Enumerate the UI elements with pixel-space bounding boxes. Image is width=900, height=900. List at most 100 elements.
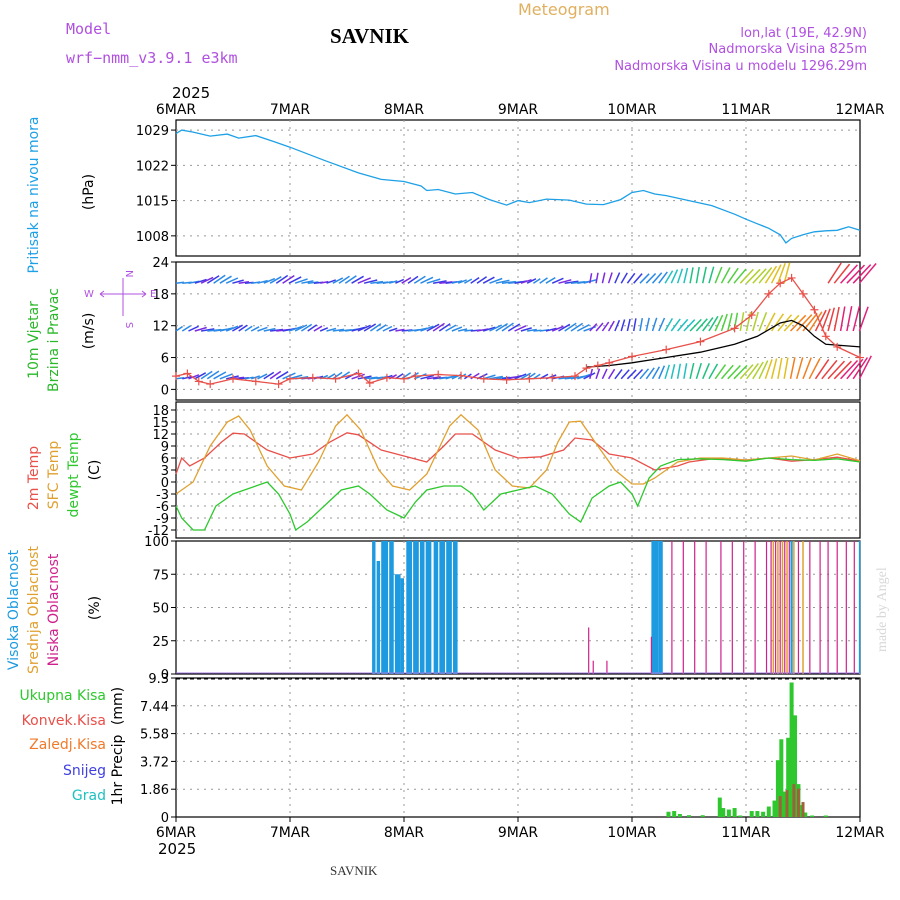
gust-marker bbox=[274, 380, 283, 389]
wind-barb bbox=[645, 272, 657, 284]
wind-barb bbox=[814, 309, 827, 332]
wind-barb bbox=[658, 317, 666, 332]
wind-barb bbox=[770, 264, 782, 284]
y-tick-label: 75 bbox=[152, 568, 169, 583]
wind-barb bbox=[300, 323, 313, 332]
model-elevation-text: Nadmorska Visina u modelu 1296.29m bbox=[614, 59, 867, 74]
wind-barb bbox=[758, 360, 769, 380]
wind-barb bbox=[676, 268, 684, 284]
wind-barb bbox=[200, 276, 214, 284]
x-tick-label-bottom: 6MAR bbox=[156, 825, 197, 841]
wind-barb bbox=[827, 360, 846, 380]
wind-barb bbox=[620, 369, 630, 380]
wind-barb bbox=[275, 371, 289, 380]
wind-barb bbox=[232, 324, 243, 332]
total-rain-bar bbox=[717, 797, 722, 817]
wind-barb bbox=[395, 328, 405, 332]
wind-barb bbox=[783, 357, 789, 379]
high-cloud-bar bbox=[406, 541, 412, 674]
high-cloud-bar bbox=[425, 541, 432, 674]
wind-barb bbox=[589, 273, 593, 284]
wind-barb bbox=[382, 280, 393, 284]
wind-barb bbox=[470, 372, 480, 380]
wind-barb bbox=[407, 275, 419, 284]
gust-marker bbox=[747, 311, 756, 320]
wind-barb bbox=[363, 279, 378, 284]
temp-line-sfc bbox=[175, 413, 861, 495]
wind-barb bbox=[683, 267, 689, 284]
total-rain-bar bbox=[782, 791, 787, 817]
y-tick-label: 100 bbox=[144, 535, 169, 550]
wind-barb bbox=[770, 313, 785, 332]
wind-barb bbox=[664, 318, 674, 332]
wind-barb bbox=[194, 372, 207, 380]
wind-barb bbox=[357, 375, 372, 380]
precip-legend-item: Konvek.Kisa bbox=[22, 713, 106, 729]
wind-barb bbox=[607, 368, 616, 380]
wind-barb bbox=[432, 322, 445, 332]
gust-marker bbox=[365, 379, 374, 388]
wind-barb bbox=[432, 280, 447, 284]
wind-barb bbox=[746, 268, 761, 284]
wind-barb bbox=[458, 328, 468, 332]
gust-line bbox=[175, 277, 861, 385]
y-tick-label: 12 bbox=[152, 428, 169, 443]
wind-barb bbox=[702, 317, 714, 332]
high-cloud-bar bbox=[389, 541, 394, 674]
wind-barb bbox=[206, 275, 220, 284]
wind-barb bbox=[633, 273, 643, 284]
wind-barb bbox=[607, 272, 613, 284]
y-tick-label: 18 bbox=[152, 288, 169, 303]
wind-barb bbox=[225, 325, 239, 332]
total-rain-bar bbox=[775, 760, 780, 817]
gust-marker bbox=[799, 289, 807, 298]
wind-barb bbox=[301, 280, 314, 284]
wind-barb bbox=[213, 371, 227, 380]
wind-barb bbox=[626, 318, 631, 332]
gust-marker bbox=[810, 305, 819, 314]
wind-barb bbox=[852, 357, 869, 380]
wind-barb bbox=[858, 306, 869, 332]
footer-station: SAVNIK bbox=[330, 863, 378, 878]
gust-marker bbox=[382, 373, 391, 382]
high-cloud-bar bbox=[400, 578, 404, 674]
high-cloud-bar bbox=[446, 541, 452, 674]
wind-barb bbox=[263, 327, 276, 332]
dewpt-axis-label: dewpt Temp bbox=[66, 432, 82, 517]
wind-barb bbox=[670, 269, 679, 284]
wind-barb bbox=[520, 327, 532, 332]
y-tick-label: -12 bbox=[148, 524, 169, 539]
gust-marker bbox=[183, 369, 192, 378]
y-tick-label: 6 bbox=[161, 452, 169, 467]
wind-barb bbox=[595, 322, 604, 332]
wind-barb bbox=[263, 371, 275, 380]
wind-barb bbox=[814, 358, 830, 380]
wind-barb bbox=[689, 267, 694, 284]
y-tick-label: 0 bbox=[161, 668, 169, 683]
panel-frame bbox=[175, 677, 861, 818]
wind-barb bbox=[476, 276, 488, 284]
compass-e-label: E bbox=[150, 289, 156, 300]
y-tick-label: 12 bbox=[152, 320, 169, 335]
gust-marker bbox=[821, 332, 830, 341]
wind-barb bbox=[376, 375, 389, 380]
gust-marker bbox=[502, 375, 511, 384]
gust-marker bbox=[400, 374, 408, 383]
wind-barb bbox=[250, 326, 260, 332]
wind-barb bbox=[175, 325, 184, 332]
wind-barb bbox=[802, 357, 812, 380]
y-tick-label: 24 bbox=[152, 256, 169, 271]
cloud-unit-label: (%) bbox=[87, 596, 103, 620]
wind-barb bbox=[689, 362, 695, 379]
wind-barb bbox=[388, 327, 398, 332]
wind-barb bbox=[219, 373, 233, 380]
wind-barb bbox=[526, 328, 537, 332]
wind-barb bbox=[733, 364, 748, 380]
wind-barb bbox=[601, 368, 608, 380]
wind-barb bbox=[558, 279, 572, 284]
wind-barb bbox=[739, 364, 754, 380]
gust-marker bbox=[662, 345, 671, 354]
coords-text: lon,lat (19E, 42.9N) bbox=[740, 26, 867, 41]
wind-barb bbox=[338, 275, 350, 284]
gust-marker bbox=[286, 374, 294, 383]
